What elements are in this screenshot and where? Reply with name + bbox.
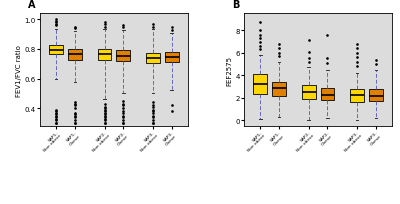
- PathPatch shape: [98, 50, 112, 60]
- PathPatch shape: [254, 75, 267, 94]
- PathPatch shape: [320, 89, 334, 101]
- PathPatch shape: [272, 82, 286, 96]
- PathPatch shape: [49, 46, 63, 55]
- PathPatch shape: [116, 51, 130, 62]
- Y-axis label: FEV1/FVC ratio: FEV1/FVC ratio: [16, 44, 22, 96]
- PathPatch shape: [369, 89, 383, 102]
- Text: A: A: [28, 0, 36, 10]
- PathPatch shape: [165, 53, 178, 62]
- Y-axis label: FEF2575: FEF2575: [227, 55, 233, 85]
- PathPatch shape: [146, 54, 160, 64]
- PathPatch shape: [68, 50, 82, 60]
- PathPatch shape: [350, 90, 364, 103]
- PathPatch shape: [302, 86, 316, 99]
- Text: B: B: [232, 0, 240, 10]
